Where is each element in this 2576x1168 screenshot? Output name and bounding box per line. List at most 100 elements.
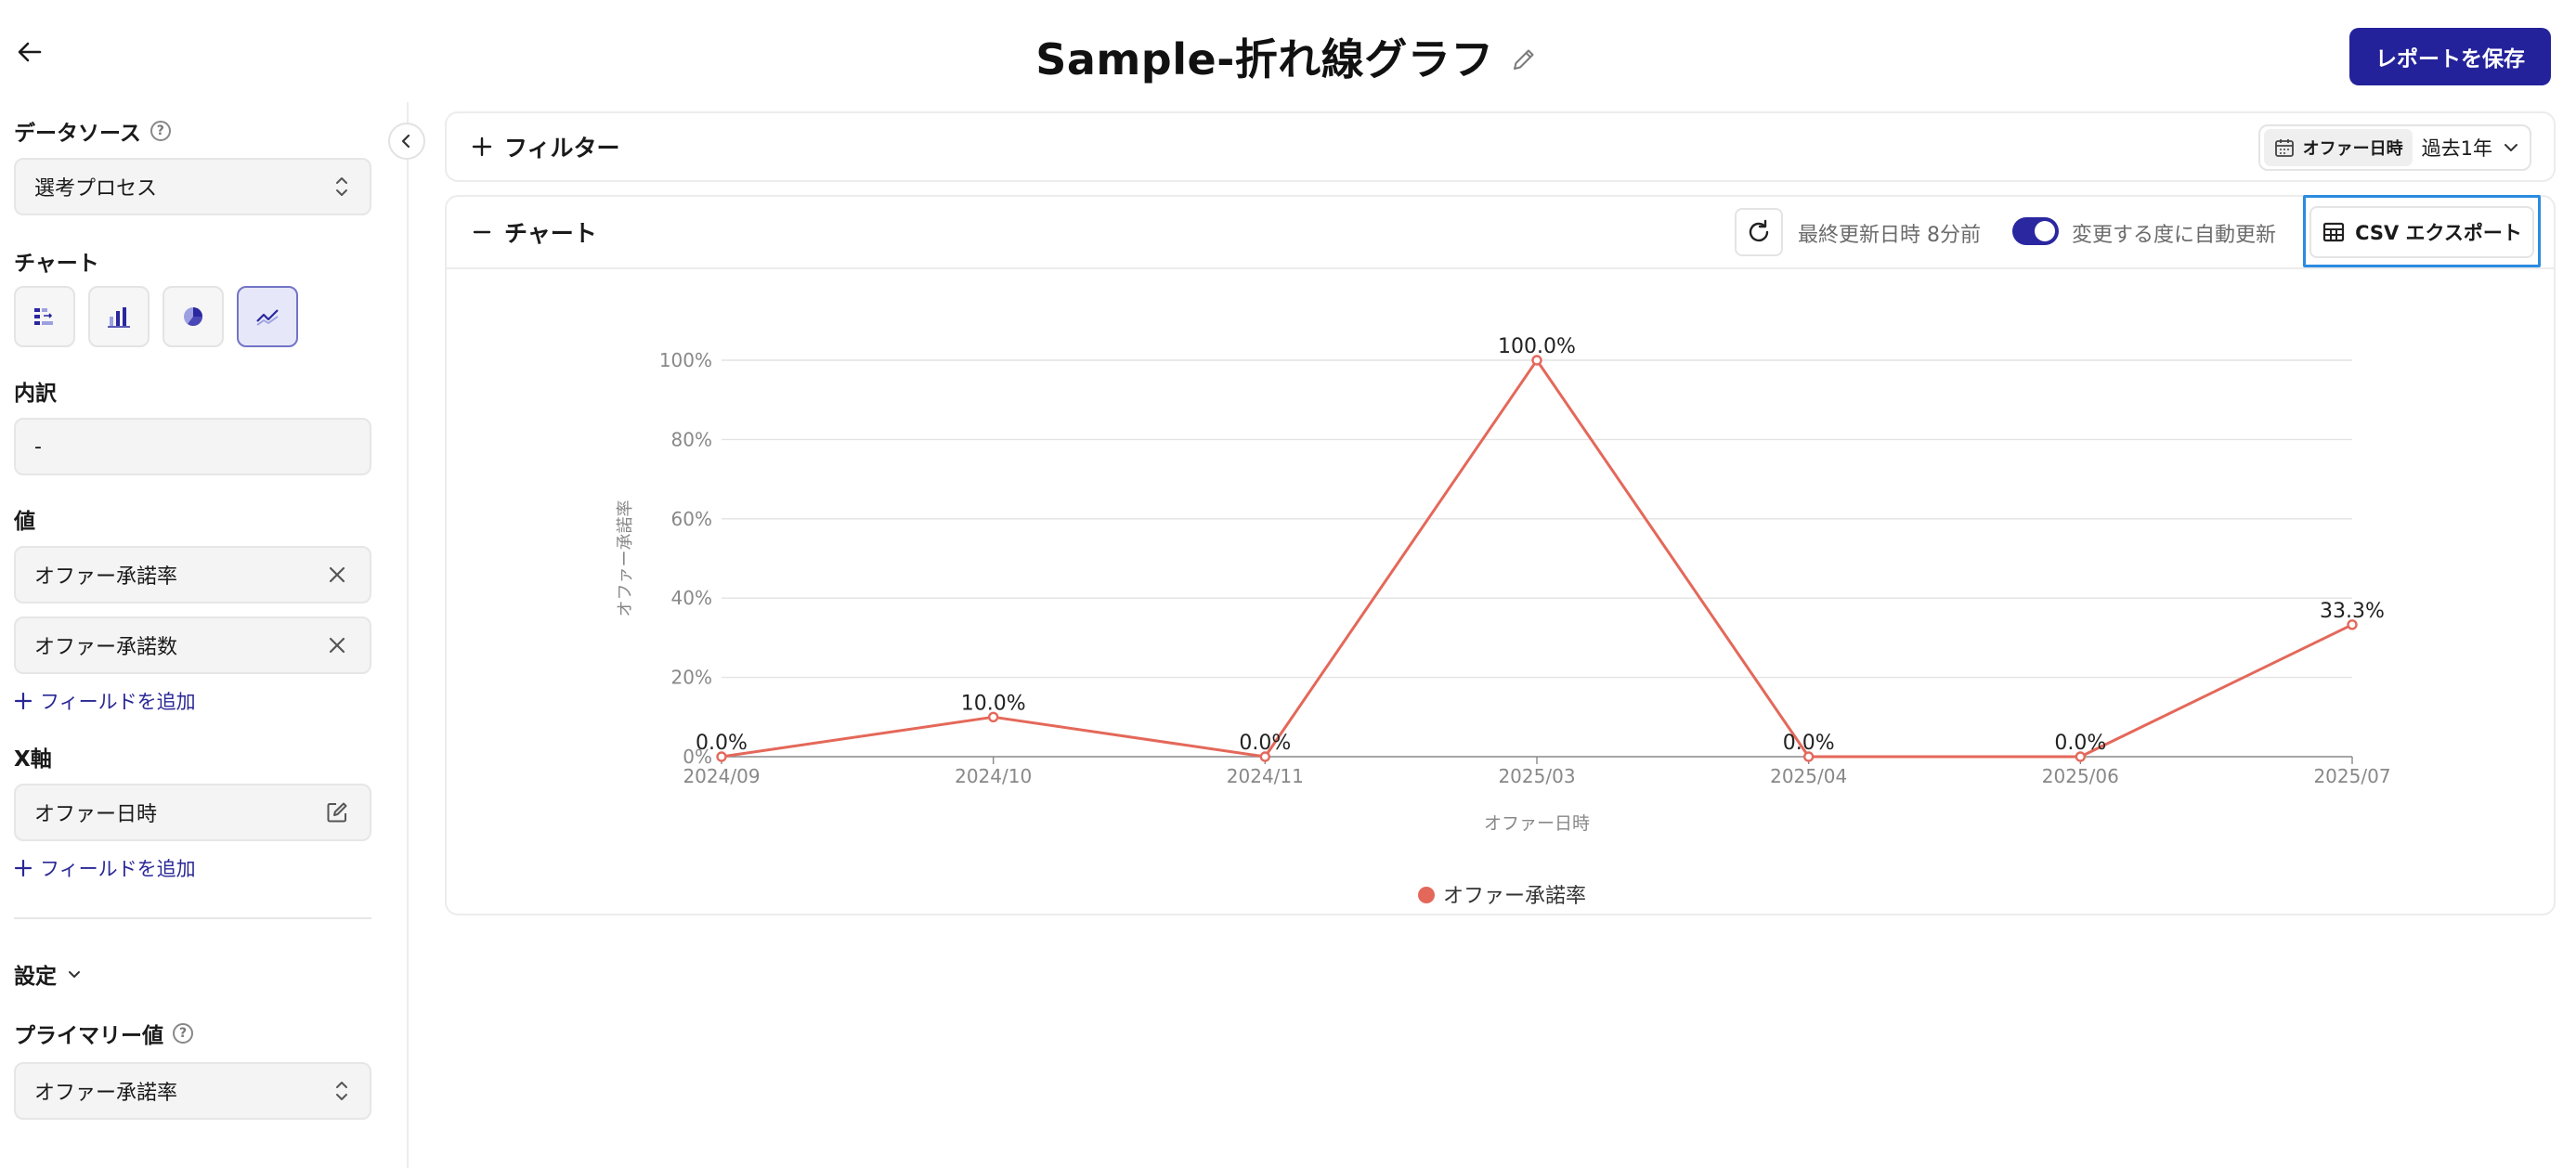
chevron-up-down-icon xyxy=(336,177,347,196)
date-range-value: 過去1年 xyxy=(2421,137,2492,160)
add-xaxis-field-link[interactable]: フィールドを追加 xyxy=(14,854,196,882)
value-field-1[interactable]: オファー承諾率 xyxy=(14,546,371,603)
x-tick-label: 2025/07 xyxy=(2313,765,2390,787)
data-point xyxy=(1802,751,1815,762)
breakdown-select[interactable]: - xyxy=(14,418,371,475)
edit-xaxis-button[interactable] xyxy=(323,798,351,826)
line-chart: 0% 20% 40% 60% 80% 100% 2024/09 2024/10 2024/11… xyxy=(616,335,2391,908)
data-label: 0.0% xyxy=(696,732,748,755)
help-icon[interactable]: ? xyxy=(150,121,171,141)
add-value-field-label: フィールドを追加 xyxy=(40,691,196,713)
edit-title-button[interactable] xyxy=(1507,43,1541,76)
add-value-field-link[interactable]: フィールドを追加 xyxy=(14,687,196,715)
auto-update-label: 変更する度に自動更新 xyxy=(2072,224,2277,247)
collapse-chart-button[interactable]: チャート xyxy=(471,197,597,267)
chevron-down-icon xyxy=(2504,144,2517,151)
data-point xyxy=(987,711,999,722)
y-tick-label: 0% xyxy=(683,746,712,768)
chart-type-line-button[interactable] xyxy=(237,286,298,347)
chart-type-selector xyxy=(14,286,298,347)
chart-type-bar-button[interactable] xyxy=(88,286,150,347)
data-point xyxy=(2347,619,2358,630)
chart-type-table-button[interactable] xyxy=(14,286,75,347)
values-label: 値 xyxy=(14,510,35,534)
data-label: 10.0% xyxy=(961,692,1026,715)
help-icon[interactable]: ? xyxy=(173,1023,193,1044)
csv-export-focus-ring xyxy=(2303,195,2541,267)
plus-icon xyxy=(14,692,33,710)
data-point xyxy=(1259,751,1271,762)
csv-export-label: CSV エクスポート xyxy=(2355,222,2522,244)
back-button[interactable] xyxy=(11,33,48,71)
refresh-button[interactable] xyxy=(1735,208,1783,256)
xaxis-label-row: X軸 xyxy=(14,741,52,772)
data-point xyxy=(716,751,727,762)
date-field-label: オファー日時 xyxy=(2302,139,2403,159)
close-icon xyxy=(329,637,345,654)
line-chart-icon xyxy=(256,309,279,326)
x-tick-label: 2025/03 xyxy=(1498,765,1575,787)
y-tick-label: 40% xyxy=(671,587,712,609)
page-title: Sample-折れ線グラフ xyxy=(1035,34,1494,84)
date-filter-dropdown[interactable]: オファー日時 過去1年 xyxy=(2257,124,2531,171)
value-field-1-label: オファー承諾率 xyxy=(34,565,178,589)
last-updated-text: 最終更新日時 8分前 xyxy=(1798,224,1981,247)
y-axis-label: オファー承諾率 xyxy=(616,500,635,617)
chart-panel-label: チャート xyxy=(504,220,597,247)
chart-series xyxy=(716,355,2358,762)
datasource-label: データソース xyxy=(14,122,141,146)
datasource-label-row: データソース ? xyxy=(14,115,171,147)
remove-value-1-button[interactable] xyxy=(323,561,351,589)
filter-label: フィルター xyxy=(504,135,620,162)
x-axis-label: オファー日時 xyxy=(1484,813,1590,834)
datasource-value: 選考プロセス xyxy=(34,177,158,201)
settings-toggle[interactable]: 設定 xyxy=(14,958,83,990)
data-label: 0.0% xyxy=(1239,732,1291,755)
chevron-down-icon xyxy=(69,971,80,978)
datasource-select[interactable]: 選考プロセス xyxy=(14,158,371,215)
data-label: 0.0% xyxy=(2054,732,2106,755)
chart-label: チャート xyxy=(14,252,99,276)
y-axis-ticks: 0% 20% 40% 60% 80% 100% xyxy=(659,349,712,768)
edit-square-icon xyxy=(327,802,347,823)
x-tick-label: 2024/10 xyxy=(955,765,1032,787)
plus-icon xyxy=(14,859,33,877)
chevron-up-down-icon xyxy=(336,1082,347,1100)
pencil-icon xyxy=(1513,49,1534,70)
add-filter-button[interactable]: フィルター xyxy=(471,113,620,180)
xaxis-value: オファー日時 xyxy=(34,803,158,826)
data-point xyxy=(1531,355,1542,366)
value-field-2[interactable]: オファー承諾数 xyxy=(14,616,371,674)
pie-chart-icon xyxy=(184,307,202,326)
csv-export-button[interactable]: CSV エクスポート xyxy=(2309,206,2534,258)
chart-panel: チャート 最終更新日時 8分前 変更する度に自動更新 CSV エクスポート 0%… xyxy=(445,195,2556,915)
auto-update-toggle[interactable] xyxy=(2012,217,2059,245)
settings-label: 設定 xyxy=(14,965,57,989)
add-xaxis-field-label: フィールドを追加 xyxy=(40,858,196,880)
collapse-sidebar-button[interactable] xyxy=(388,123,425,160)
y-tick-label: 80% xyxy=(671,428,712,450)
chart-type-pie-button[interactable] xyxy=(163,286,224,347)
data-label: 33.3% xyxy=(2320,600,2385,623)
stacked-table-icon xyxy=(34,308,53,325)
primary-value-select[interactable]: オファー承諾率 xyxy=(14,1062,371,1120)
plus-icon xyxy=(472,136,492,157)
save-report-button[interactable]: レポートを保存 xyxy=(2349,28,2551,85)
legend-label: オファー承諾率 xyxy=(1443,885,1586,908)
chart-panel-header: チャート 最終更新日時 8分前 変更する度に自動更新 CSV エクスポート xyxy=(447,195,2554,269)
arrow-left-icon xyxy=(18,42,42,62)
breakdown-label-row: 内訳 xyxy=(14,375,57,407)
data-point xyxy=(2075,751,2087,762)
title-area: Sample-折れ線グラフ xyxy=(0,26,2576,87)
y-tick-label: 100% xyxy=(659,349,712,371)
calendar-icon xyxy=(2274,139,2294,157)
chart-legend[interactable]: オファー承諾率 xyxy=(1418,885,1586,908)
bar-chart-icon xyxy=(108,307,130,328)
breakdown-value: - xyxy=(34,435,42,459)
data-labels: 0.0% 10.0% 0.0% 100.0% 0.0% 0.0% 33.3% xyxy=(696,335,2385,755)
date-field-chip: オファー日時 xyxy=(2263,129,2413,166)
xaxis-field[interactable]: オファー日時 xyxy=(14,784,371,841)
y-tick-label: 20% xyxy=(671,667,712,689)
x-tick-label: 2025/06 xyxy=(2042,765,2119,787)
remove-value-2-button[interactable] xyxy=(323,631,351,659)
